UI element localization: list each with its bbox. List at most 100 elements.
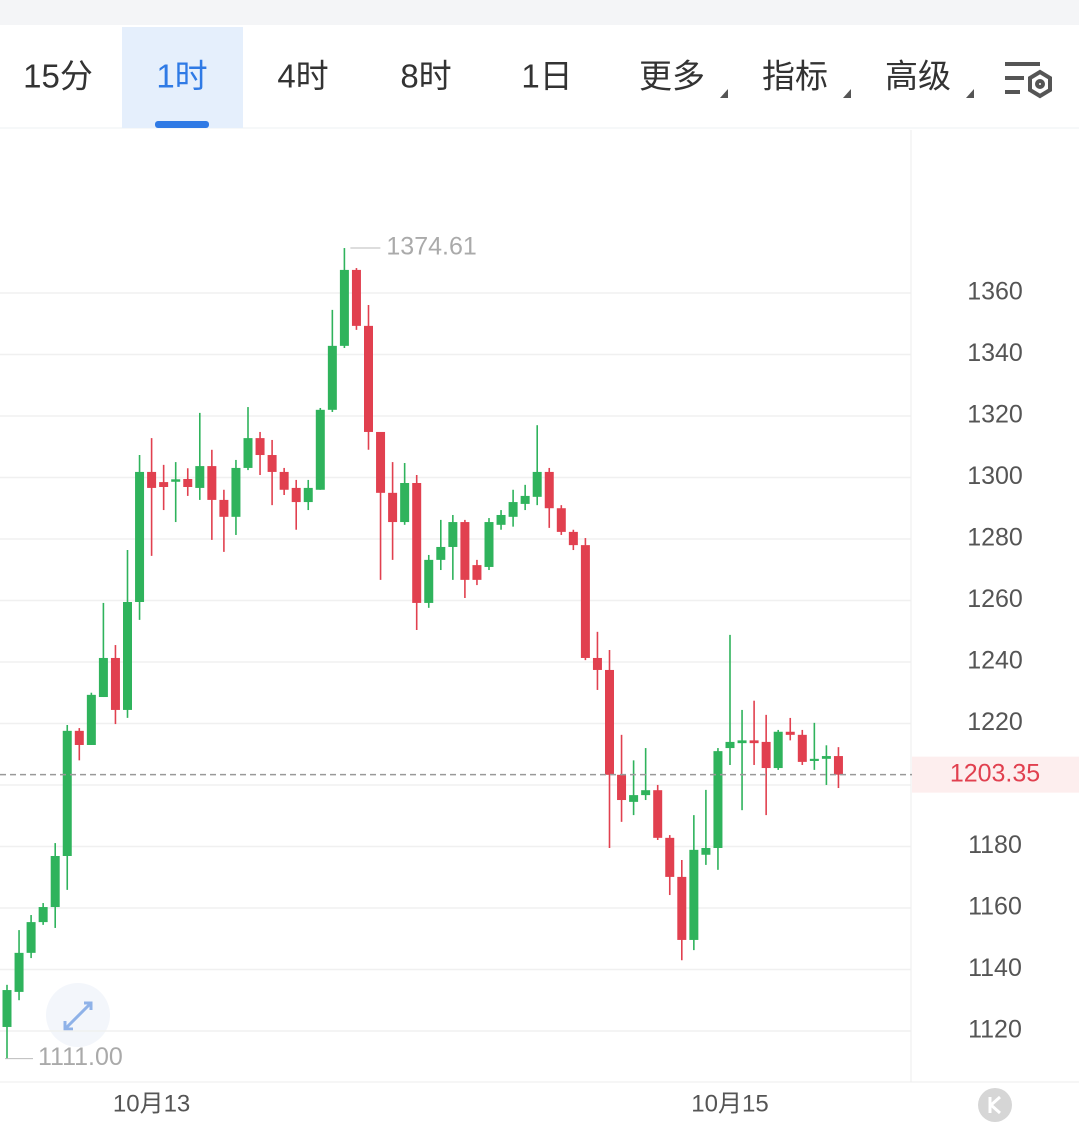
candle-body	[761, 741, 771, 769]
candle-body	[544, 471, 554, 509]
candle-body	[520, 495, 530, 504]
candle-body	[472, 565, 482, 580]
candle-body	[98, 657, 108, 698]
candle-body	[86, 694, 96, 745]
candle-body	[219, 499, 229, 517]
candle-body	[833, 756, 843, 775]
candle-body	[653, 790, 663, 838]
candle-body	[207, 466, 217, 500]
candle-body	[243, 438, 253, 468]
settings-icon[interactable]	[1005, 62, 1052, 99]
candle-body	[809, 758, 819, 761]
candle-body	[2, 990, 12, 1027]
candle-body	[255, 438, 265, 456]
tab[interactable]: 15分	[23, 58, 93, 95]
candle-body	[400, 483, 410, 523]
candle-body	[412, 483, 422, 603]
candle-body	[171, 479, 181, 482]
candle-body	[135, 471, 145, 603]
candle-body	[376, 431, 386, 493]
candle-body	[689, 849, 699, 940]
y-tick-label: 1160	[968, 893, 1022, 921]
candle-body	[38, 907, 48, 923]
tab[interactable]: 高级	[885, 58, 951, 95]
k-button[interactable]	[978, 1088, 1012, 1122]
candle-body	[797, 734, 807, 762]
candle-body	[713, 751, 723, 848]
candle-body	[74, 730, 84, 745]
high-label: 1374.61	[386, 233, 476, 261]
last-price-label: 1203.35	[950, 759, 1040, 787]
dropdown-arrow	[720, 89, 728, 98]
candle-body	[26, 922, 36, 953]
tab-selected-bg	[122, 27, 243, 128]
candle-body	[508, 502, 518, 517]
candle-body	[617, 774, 627, 801]
tab[interactable]: 4时	[277, 58, 328, 95]
candle-body	[568, 531, 578, 546]
candle-body	[737, 740, 747, 744]
y-tick-label: 1180	[968, 831, 1022, 859]
y-tick-label: 1300	[967, 462, 1023, 490]
candle-body	[291, 487, 301, 503]
top-strip	[0, 0, 1079, 25]
candle-body	[339, 269, 349, 346]
candle-body	[351, 269, 361, 326]
low-label: 1111.00	[38, 1043, 123, 1071]
y-tick-label: 1220	[967, 708, 1023, 736]
candle-body	[496, 514, 506, 525]
candle-body	[701, 847, 711, 855]
candle-body	[592, 657, 602, 670]
candle-body	[123, 602, 132, 710]
y-tick-label: 1280	[967, 524, 1023, 552]
last-price-tag	[912, 756, 1079, 793]
expand-button[interactable]	[46, 983, 110, 1047]
candle-body	[556, 508, 566, 532]
candle-body	[532, 471, 542, 497]
candle-body	[677, 876, 687, 940]
candle-body	[159, 482, 169, 487]
tab[interactable]: 1日	[521, 58, 572, 95]
candle-body	[62, 730, 72, 856]
candle-body	[821, 756, 831, 759]
y-tick-label: 1360	[967, 278, 1023, 306]
x-tick-label: 10月13	[113, 1090, 190, 1117]
y-tick-label: 1140	[968, 954, 1022, 982]
candle-body	[424, 559, 434, 603]
y-tick-label: 1120	[968, 1016, 1022, 1044]
candle-body	[629, 795, 639, 802]
y-tick-label: 1340	[967, 339, 1023, 367]
tab[interactable]: 指标	[762, 58, 828, 95]
candle-body	[641, 790, 651, 796]
candle-body	[460, 522, 470, 580]
candle-body	[665, 837, 675, 877]
candle-body	[436, 546, 446, 560]
candle-body	[50, 855, 60, 908]
candle-body	[484, 522, 494, 567]
dropdown-arrow	[843, 89, 851, 98]
candle-body	[267, 455, 277, 472]
candle-body	[785, 731, 795, 735]
y-tick-label: 1320	[967, 401, 1023, 429]
candle-body	[183, 479, 193, 487]
candle-body	[605, 669, 614, 775]
candle-body	[303, 487, 313, 503]
candle-body	[773, 731, 783, 769]
candle-body	[580, 545, 590, 658]
y-tick-label: 1260	[967, 585, 1023, 613]
candle-body	[448, 522, 458, 547]
x-tick-label: 10月15	[691, 1090, 768, 1117]
y-tick-label: 1240	[967, 647, 1023, 675]
tab[interactable]: 1时	[156, 58, 207, 95]
tab[interactable]: 8时	[400, 58, 451, 95]
candle-body	[749, 740, 759, 744]
candle-body	[110, 657, 120, 710]
candle-body	[315, 409, 325, 490]
candle-body	[388, 492, 398, 523]
candle-body	[195, 466, 205, 488]
candle-body	[364, 325, 373, 432]
candle-body	[147, 471, 157, 488]
tab[interactable]: 更多	[639, 58, 705, 95]
candle-body	[279, 471, 289, 490]
